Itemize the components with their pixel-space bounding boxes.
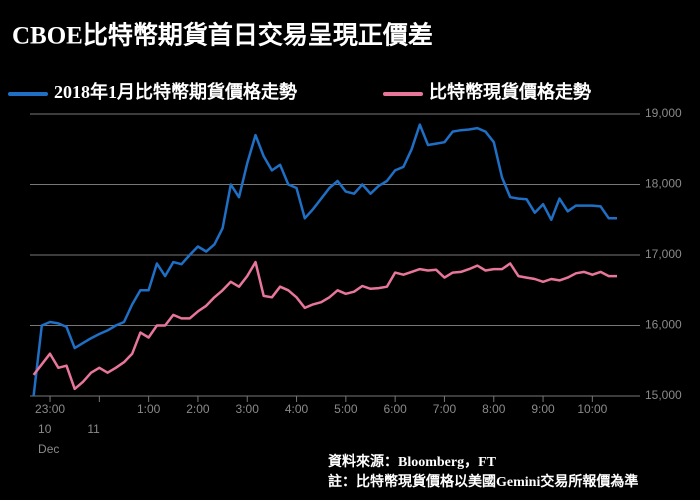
x-tick-label: 9:00 xyxy=(531,402,555,416)
x-tick-label: 3:00 xyxy=(236,402,260,416)
x-tick-label: 1:00 xyxy=(137,402,161,416)
x-tick-label: 4:00 xyxy=(285,402,309,416)
x-tick-label: 10:00 xyxy=(577,402,607,416)
y-tick-label: 17,000 xyxy=(645,247,682,261)
x-tick-label: 6:00 xyxy=(383,402,407,416)
note: 註：比特幣現貨價格以美國Gemini交易所報價為準 xyxy=(328,473,638,490)
x-tick-label: 2:00 xyxy=(186,402,210,416)
legend-label: 比特幣現貨價格走勢 xyxy=(429,81,591,102)
source: 資料來源：Bloomberg，FT xyxy=(328,453,497,470)
series-line xyxy=(32,123,617,397)
date-label: 11 xyxy=(87,422,100,436)
y-tick-label: 19,000 xyxy=(645,106,682,120)
legend-label: 2018年1月比特幣期貨價格走勢 xyxy=(54,81,297,102)
chart-title: CBOE比特幣期貨首日交易呈現正價差 xyxy=(12,21,433,50)
x-tick-label: 8:00 xyxy=(482,402,506,416)
y-tick-label: 15,000 xyxy=(645,388,682,402)
y-tick-label: 16,000 xyxy=(645,318,682,332)
x-tick-label: 23:00 xyxy=(35,402,65,416)
month-label: Dec xyxy=(38,442,59,456)
x-tick-label: 5:00 xyxy=(334,402,358,416)
y-tick-label: 18,000 xyxy=(645,177,682,191)
x-tick-label: 7:00 xyxy=(433,402,457,416)
series-line xyxy=(32,260,617,391)
date-label: 10 xyxy=(38,422,52,436)
